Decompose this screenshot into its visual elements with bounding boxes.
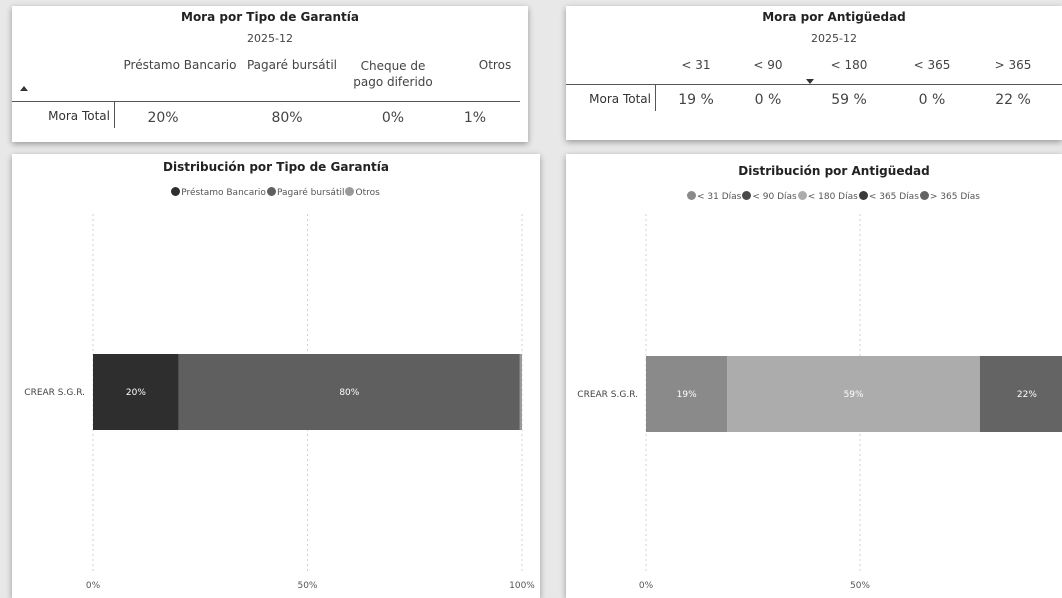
col-header-pagare[interactable]: Pagaré bursátil [246, 58, 338, 72]
x-tick-label: 50% [297, 581, 317, 591]
value-lt365: 0 % [918, 92, 946, 108]
x-tick-label: 100% [509, 581, 535, 591]
col-header-cheque[interactable]: Cheque de pago diferido [353, 59, 433, 89]
legend-label: Otros [355, 188, 380, 198]
distribucion-garantia-card: Distribución por Tipo de Garantía Présta… [12, 154, 540, 598]
legend-dot-icon [345, 187, 355, 196]
row-divider [655, 85, 656, 111]
bar-segment-pr-stamo-bancario[interactable] [93, 354, 179, 430]
bar-segment-pagar-burs-til[interactable] [178, 354, 520, 430]
legend-item-90-d-as[interactable]: < 90 Días [742, 191, 797, 202]
header-divider [566, 84, 1062, 85]
value-cheque: 0% [381, 110, 405, 126]
col-header-prestamo[interactable]: Préstamo Bancario [123, 58, 237, 72]
legend-item-pr-stamo-bancario[interactable]: Préstamo Bancario [171, 187, 266, 198]
mora-garantia-card: Mora por Tipo de Garantía 2025-12 Présta… [12, 6, 528, 142]
data-label: 59% [844, 390, 864, 400]
value-pagare: 80% [271, 110, 303, 126]
legend-item-pagar-burs-til[interactable]: Pagaré bursátil [266, 187, 345, 198]
value-lt90: 0 % [754, 92, 782, 108]
value-gt365: 22 % [995, 92, 1031, 108]
x-tick-label: 0% [639, 581, 654, 591]
category-label: CREAR S.G.R. [24, 388, 85, 398]
mora-antiguedad-card: Mora por Antigüedad 2025-12 < 31 < 90 < … [566, 6, 1062, 140]
category-label: CREAR S.G.R. [577, 390, 638, 400]
chart-legend: < 31 Días < 90 Días < 180 Días < 365 Días > … [576, 191, 1062, 202]
data-label: 80% [339, 388, 359, 398]
legend-label: < 180 Días [807, 192, 858, 202]
mora-antiguedad-period: 2025-12 [811, 32, 857, 45]
chart-title: Distribución por Tipo de Garantía [163, 160, 389, 174]
legend-label: > 365 Días [929, 192, 980, 202]
value-prestamo: 20% [147, 110, 179, 126]
row-divider [114, 102, 115, 128]
x-tick-label: 0% [86, 581, 101, 591]
col-header-otros[interactable]: Otros [478, 58, 512, 72]
legend-dot-icon [171, 187, 181, 196]
legend-label: < 365 Días [868, 192, 919, 202]
legend-item-otros[interactable]: Otros [345, 187, 380, 198]
bar-segment-180-d-as[interactable] [727, 356, 980, 432]
col-header-gt365[interactable]: > 365 [994, 58, 1032, 72]
legend-dot-icon [797, 191, 807, 200]
legend-label: Pagaré bursátil [276, 188, 345, 198]
col-header-lt31[interactable]: < 31 [681, 58, 711, 72]
legend-dot-icon [919, 191, 929, 200]
legend-label: < 31 Días [697, 192, 742, 202]
legend-dot-icon [266, 187, 276, 196]
row-label-mora-total: Mora Total [48, 109, 110, 123]
mora-garantia-title: Mora por Tipo de Garantía [181, 10, 359, 24]
data-label: 22% [1017, 390, 1037, 400]
col-header-lt180[interactable]: < 180 [830, 58, 868, 72]
mora-garantia-period: 2025-12 [247, 32, 293, 45]
legend-dot-icon [742, 191, 752, 200]
chart-antiguedad: 0%50%100%CREAR S.G.R.19%59%22% [577, 214, 1062, 591]
legend-label: < 90 Días [752, 192, 797, 202]
legend-dot-icon [858, 191, 868, 200]
legend-item-31-d-as[interactable]: < 31 Días [687, 191, 742, 202]
sort-ascending-icon[interactable] [20, 86, 28, 91]
header-divider [12, 101, 520, 102]
sort-descending-icon[interactable] [806, 79, 814, 84]
chart-title: Distribución por Antigüedad [738, 164, 930, 178]
chart-garantia: 0% 50% 100% CREAR S.G.R. 20% 80% [24, 214, 535, 591]
bar-segment-otros[interactable] [519, 354, 522, 430]
distribucion-antiguedad-card: Distribución por Antigüedad < 31 Días < 9… [566, 154, 1062, 598]
value-lt31: 19 % [678, 92, 714, 108]
chart-legend: Préstamo Bancario Pagaré bursátil Otros [12, 187, 540, 198]
legend-label: Préstamo Bancario [181, 188, 266, 198]
legend-dot-icon [687, 191, 697, 200]
data-label: 20% [126, 388, 146, 398]
x-tick-label: 50% [850, 581, 870, 591]
row-label-mora-total: Mora Total [589, 92, 651, 106]
col-header-lt365[interactable]: < 365 [913, 58, 951, 72]
value-otros: 1% [463, 110, 487, 126]
data-label: 19% [677, 390, 697, 400]
bar-segment-365-d-as[interactable] [979, 356, 1062, 432]
legend-item-365-d-as[interactable]: < 365 Días [858, 191, 919, 202]
bar-segment-31-d-as[interactable] [646, 356, 728, 432]
col-header-lt90[interactable]: < 90 [753, 58, 783, 72]
legend-item-180-d-as[interactable]: < 180 Días [797, 191, 858, 202]
legend-item-365-d-as[interactable]: > 365 Días [919, 191, 980, 202]
mora-antiguedad-title: Mora por Antigüedad [762, 10, 906, 24]
value-lt180: 59 % [831, 92, 867, 108]
